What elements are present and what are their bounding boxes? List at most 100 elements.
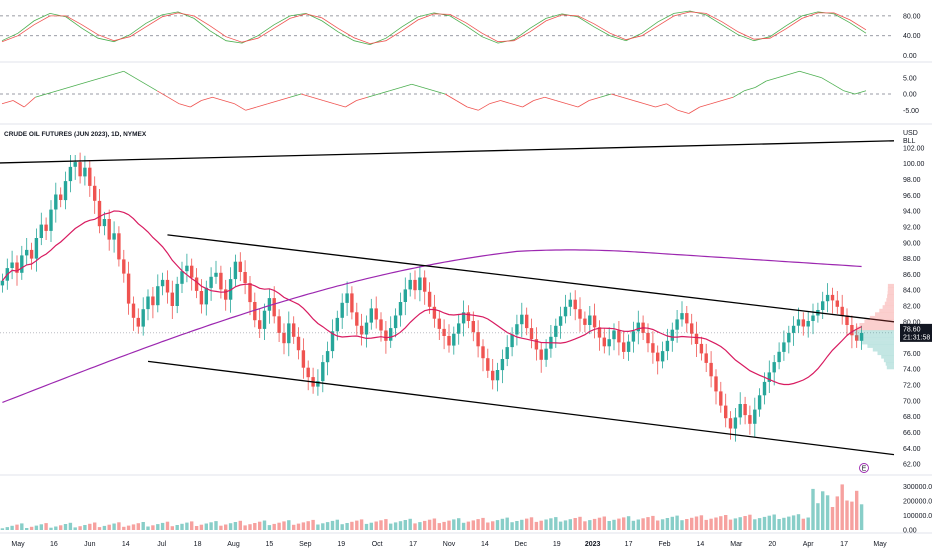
candle-body[interactable] xyxy=(801,319,805,327)
candle-body[interactable] xyxy=(646,332,650,344)
candle-body[interactable] xyxy=(733,417,738,429)
candle-body[interactable] xyxy=(544,348,548,360)
candle-body[interactable] xyxy=(379,319,383,331)
candle-body[interactable] xyxy=(253,302,257,321)
candle-body[interactable] xyxy=(306,367,310,378)
candle-body[interactable] xyxy=(175,283,179,306)
candle-body[interactable] xyxy=(835,300,839,307)
candle-body[interactable] xyxy=(495,370,500,381)
candle-body[interactable] xyxy=(563,306,568,317)
candle-body[interactable] xyxy=(83,167,87,177)
candle-body[interactable] xyxy=(102,219,107,227)
candle-body[interactable] xyxy=(461,312,466,324)
candle-body[interactable] xyxy=(316,381,320,387)
candle-body[interactable] xyxy=(437,318,441,329)
candle-body[interactable] xyxy=(694,333,699,344)
candle-body[interactable] xyxy=(330,331,335,352)
candle-body[interactable] xyxy=(209,276,213,288)
candle-body[interactable] xyxy=(558,316,563,326)
candle-body[interactable] xyxy=(699,343,704,354)
candle-body[interactable] xyxy=(403,289,407,302)
candle-body[interactable] xyxy=(525,314,529,329)
earnings-marker-icon[interactable] xyxy=(859,463,869,473)
candle-body[interactable] xyxy=(49,209,53,231)
candle-body[interactable] xyxy=(476,332,480,347)
candle-body[interactable] xyxy=(233,261,238,280)
candle-body[interactable] xyxy=(29,249,34,259)
candle-body[interactable] xyxy=(180,271,184,284)
candle-body[interactable] xyxy=(248,283,252,303)
candle-body[interactable] xyxy=(636,322,640,332)
candle-body[interactable] xyxy=(25,249,29,256)
candle-body[interactable] xyxy=(393,315,398,329)
candle-body[interactable] xyxy=(243,272,247,284)
candle-body[interactable] xyxy=(427,291,432,307)
candle-body[interactable] xyxy=(413,279,417,291)
candle-body[interactable] xyxy=(602,337,606,347)
candle-body[interactable] xyxy=(374,308,378,320)
candle-body[interactable] xyxy=(612,330,616,340)
candle-body[interactable] xyxy=(466,312,471,321)
candle-body[interactable] xyxy=(258,320,262,329)
candle-body[interactable] xyxy=(592,315,597,328)
candle-body[interactable] xyxy=(757,395,762,410)
upper-resistance-trendline[interactable] xyxy=(0,140,895,164)
candle-body[interactable] xyxy=(272,298,276,317)
candle-body[interactable] xyxy=(408,279,412,290)
candle-body[interactable] xyxy=(578,309,582,319)
candle-body[interactable] xyxy=(821,301,825,310)
candle-body[interactable] xyxy=(617,330,621,343)
candle-body[interactable] xyxy=(146,296,150,310)
candle-body[interactable] xyxy=(126,273,131,304)
candle-body[interactable] xyxy=(471,321,475,333)
candle-body[interactable] xyxy=(151,296,155,306)
candle-body[interactable] xyxy=(782,342,786,352)
descending-channel-top-trendline[interactable] xyxy=(167,234,895,323)
candle-body[interactable] xyxy=(325,351,330,363)
candle-body[interactable] xyxy=(825,294,830,302)
candle-body[interactable] xyxy=(850,325,854,336)
candle-body[interactable] xyxy=(88,167,92,186)
candle-body[interactable] xyxy=(855,335,859,341)
candle-body[interactable] xyxy=(262,310,267,329)
candle-body[interactable] xyxy=(224,289,228,300)
candle-body[interactable] xyxy=(539,349,543,360)
candle-body[interactable] xyxy=(767,372,771,382)
candle-body[interactable] xyxy=(588,315,592,326)
candle-body[interactable] xyxy=(199,291,204,305)
candle-body[interactable] xyxy=(486,358,490,371)
candle-body[interactable] xyxy=(690,323,694,334)
candle-body[interactable] xyxy=(359,325,364,335)
candle-body[interactable] xyxy=(15,262,19,273)
candle-body[interactable] xyxy=(685,313,689,324)
candle-body[interactable] xyxy=(607,339,611,347)
candle-body[interactable] xyxy=(282,332,286,344)
candle-body[interactable] xyxy=(301,350,306,368)
candle-body[interactable] xyxy=(156,286,160,306)
candle-body[interactable] xyxy=(622,342,626,352)
candle-body[interactable] xyxy=(350,293,354,313)
candle-body[interactable] xyxy=(63,181,68,201)
candle-body[interactable] xyxy=(510,334,514,348)
candle-body[interactable] xyxy=(204,287,208,305)
candle-body[interactable] xyxy=(680,313,684,320)
candle-body[interactable] xyxy=(117,233,121,260)
candle-body[interactable] xyxy=(44,224,48,231)
candle-body[interactable] xyxy=(39,224,43,238)
candle-body[interactable] xyxy=(583,318,587,325)
candle-body[interactable] xyxy=(597,327,602,338)
candle-body[interactable] xyxy=(423,277,427,292)
candle-body[interactable] xyxy=(398,302,403,316)
candle-body[interactable] xyxy=(20,255,24,273)
candle-body[interactable] xyxy=(190,265,194,278)
candle-body[interactable] xyxy=(292,323,296,337)
candle-body[interactable] xyxy=(165,279,170,293)
candle-body[interactable] xyxy=(704,353,708,363)
candle-body[interactable] xyxy=(452,333,456,346)
candle-body[interactable] xyxy=(520,314,524,325)
candle-body[interactable] xyxy=(728,418,733,429)
candle-body[interactable] xyxy=(97,200,102,227)
candle-body[interactable] xyxy=(160,279,165,287)
candle-body[interactable] xyxy=(345,293,349,303)
